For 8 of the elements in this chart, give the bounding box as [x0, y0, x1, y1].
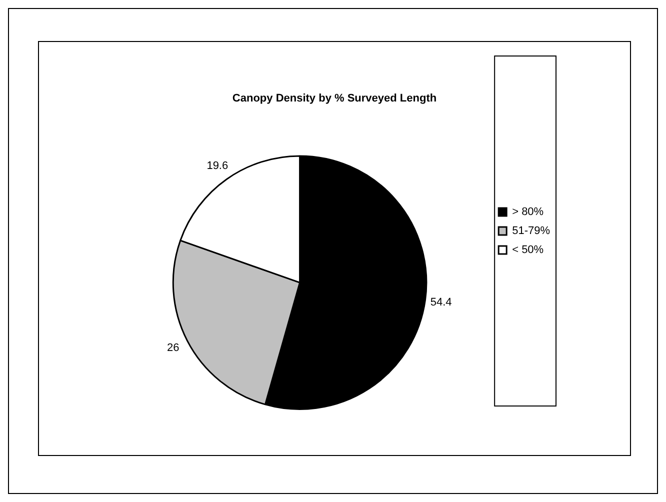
chart-frame: > 80% 51-79% < 50% Canopy Density by % Surveyed Length 54.4 26 19.6 [38, 41, 631, 456]
chart-title: Canopy Density by % Surveyed Length [232, 92, 437, 105]
data-label: 54.4 [430, 296, 452, 308]
legend-label: 51-79% [512, 225, 550, 238]
data-label: 19.6 [206, 160, 228, 172]
legend-label: < 50% [512, 244, 544, 256]
data-label: 26 [166, 342, 180, 354]
legend-label: > 80% [512, 206, 544, 218]
